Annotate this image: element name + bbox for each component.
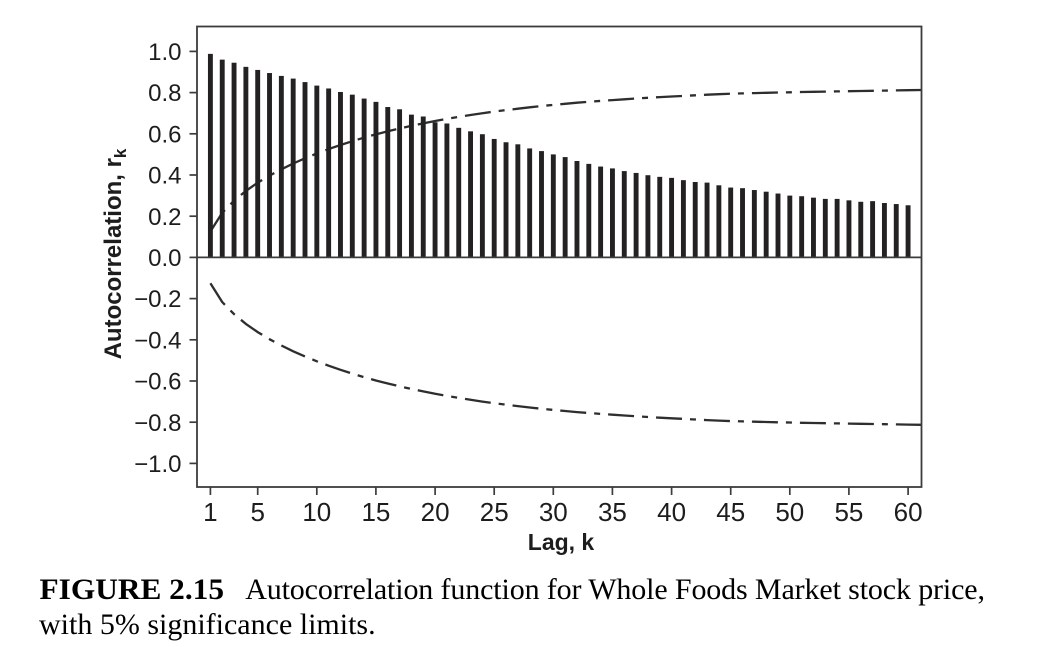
svg-text:1: 1 [203,497,217,527]
svg-text:10: 10 [302,497,331,527]
svg-text:0.2: 0.2 [148,204,181,231]
svg-text:Autocorrelation, rk: Autocorrelation, rk [100,148,130,359]
svg-text:FIGURE 2.15: FIGURE 2.15 [40,573,225,606]
svg-text:30: 30 [539,497,568,527]
svg-text:1.0: 1.0 [148,39,181,66]
svg-text:55: 55 [834,497,863,527]
svg-text:Lag, k: Lag, k [528,529,595,555]
svg-text:35: 35 [598,497,627,527]
svg-text:45: 45 [716,497,745,527]
svg-text:5: 5 [250,497,264,527]
svg-text:0.6: 0.6 [148,121,181,148]
svg-text:40: 40 [657,497,686,527]
svg-text:−0.2: −0.2 [134,286,181,313]
svg-text:−0.8: −0.8 [134,410,181,437]
svg-text:−0.4: −0.4 [134,327,181,354]
svg-text:0.0: 0.0 [148,245,181,272]
svg-text:−0.6: −0.6 [134,369,181,396]
svg-text:60: 60 [894,497,923,527]
svg-text:50: 50 [775,497,804,527]
svg-text:25: 25 [480,497,509,527]
svg-text:0.8: 0.8 [148,80,181,107]
svg-text:0.4: 0.4 [148,163,181,190]
svg-text:Autocorrelation function for W: Autocorrelation function for Whole Foods… [245,573,985,606]
svg-text:with 5% significance limits.: with 5% significance limits. [39,608,376,641]
svg-text:−1.0: −1.0 [134,451,181,478]
svg-text:15: 15 [361,497,390,527]
svg-text:20: 20 [421,497,450,527]
